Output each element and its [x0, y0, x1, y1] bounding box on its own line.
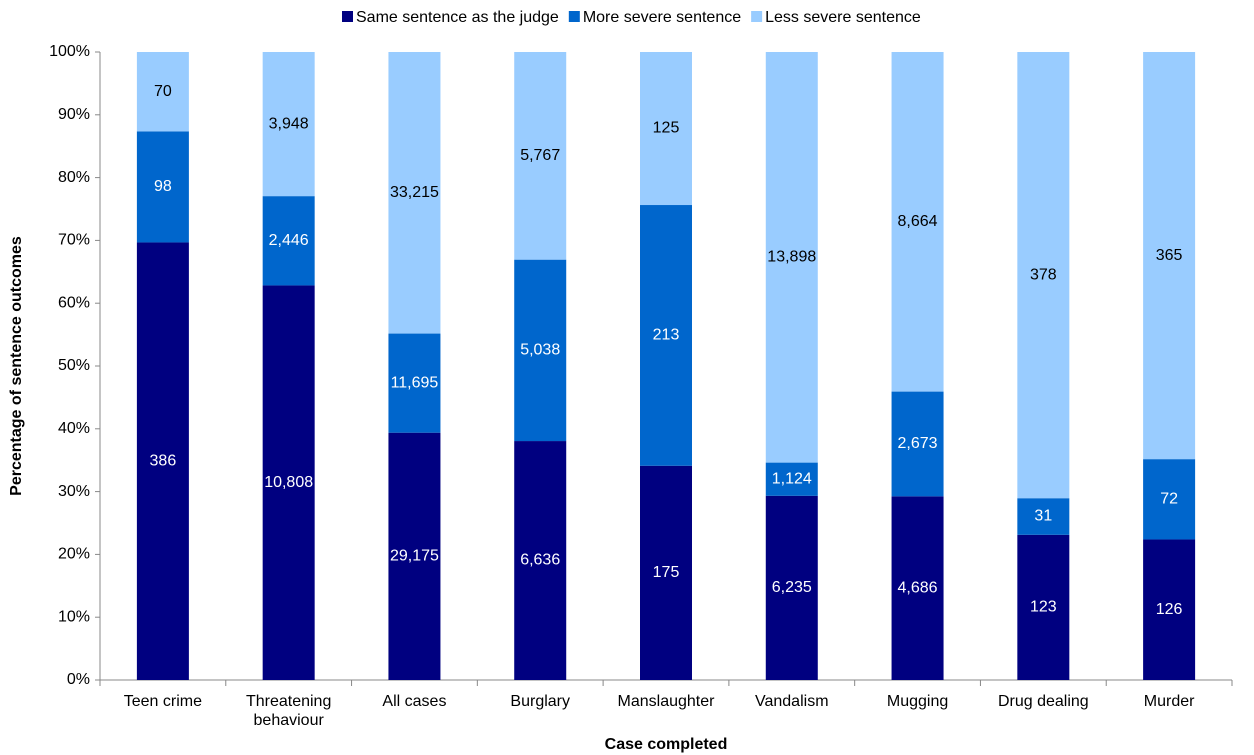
y-tick-label: 70%	[58, 232, 90, 249]
data-label: 10,808	[264, 474, 313, 491]
y-tick-label: 100%	[49, 43, 90, 60]
data-label: 213	[653, 327, 680, 344]
y-tick-label: 80%	[58, 169, 90, 186]
data-label: 6,636	[520, 552, 560, 569]
y-axis-title: Percentage of sentence outcomes	[8, 236, 25, 496]
bar-segment	[136, 131, 189, 243]
y-tick-label: 40%	[58, 420, 90, 437]
y-tick-label: 50%	[58, 357, 90, 374]
bar-segment	[136, 242, 189, 680]
x-tick-label: Threatening behaviour	[245, 693, 332, 729]
bar-segment	[136, 52, 189, 132]
bar-segment	[765, 52, 818, 463]
bar-segment	[891, 496, 944, 680]
data-label: 5,038	[520, 342, 560, 359]
bar-segment	[388, 432, 441, 680]
bar-segment	[640, 205, 692, 466]
data-label: 123	[1030, 599, 1057, 616]
bar-segment	[1017, 534, 1070, 680]
legend-label: More severe sentence	[583, 9, 741, 26]
bar-segment	[640, 465, 692, 680]
x-tick-label: Murder	[1143, 693, 1195, 710]
x-tick-label: Manslaughter	[617, 693, 715, 710]
legend-swatch	[568, 11, 580, 22]
data-label: 98	[154, 178, 172, 195]
data-label: 13,898	[767, 249, 816, 266]
data-label: 2,673	[898, 435, 938, 452]
data-label: 1,124	[772, 470, 812, 487]
x-tick-label: Burglary	[510, 693, 570, 710]
data-label: 378	[1030, 266, 1057, 283]
data-label: 3,948	[269, 115, 309, 132]
legend-label: Same sentence as the judge	[356, 9, 559, 26]
data-label: 5,767	[520, 147, 560, 164]
bar-segment	[891, 52, 944, 392]
data-label: 33,215	[390, 184, 439, 201]
y-tick-label: 20%	[58, 546, 90, 563]
bar-segment	[388, 52, 441, 334]
bar-segment	[1017, 498, 1070, 535]
data-label: 31	[1034, 508, 1052, 525]
x-tick-label: Vandalism	[755, 693, 829, 710]
data-label: 11,695	[391, 374, 439, 391]
data-label: 175	[653, 564, 680, 581]
y-tick-label: 90%	[58, 106, 90, 123]
x-axis-title: Case completed	[605, 736, 728, 753]
bar-segment	[765, 462, 818, 496]
legend-swatch	[342, 11, 353, 22]
data-label: 72	[1160, 491, 1178, 508]
data-label: 126	[1156, 601, 1183, 618]
bar-segment	[640, 52, 692, 206]
legend-label: Less severe sentence	[765, 9, 921, 26]
legend-swatch	[751, 11, 763, 22]
data-label: 6,235	[772, 579, 812, 596]
bar-segment	[388, 333, 441, 433]
data-label: 2,446	[269, 232, 309, 249]
x-tick-label: Teen crime	[123, 693, 202, 710]
data-label: 125	[653, 120, 680, 137]
bar-segment	[514, 441, 567, 680]
x-tick-label: Drug dealing	[997, 693, 1089, 710]
x-tick-label: Mugging	[886, 693, 949, 710]
bar-segment	[1143, 52, 1196, 460]
bar-segment	[262, 196, 315, 286]
bar-segment	[262, 52, 315, 197]
bar-segment	[514, 52, 567, 260]
bar-segment	[1143, 539, 1196, 680]
bar-segment	[1017, 52, 1070, 499]
bar-segment	[891, 391, 944, 497]
bar-segment	[1143, 459, 1196, 540]
data-label: 365	[1156, 247, 1183, 264]
data-label: 70	[154, 83, 172, 100]
y-tick-label: 60%	[58, 294, 90, 311]
bar-segment	[765, 495, 818, 680]
bar-segment	[514, 259, 567, 442]
x-tick-label: All cases	[382, 693, 447, 710]
y-tick-label: 10%	[58, 608, 90, 625]
y-tick-label: 0%	[67, 671, 90, 688]
data-label: 4,686	[898, 579, 938, 596]
data-label: 8,664	[898, 213, 938, 230]
data-label: 29,175	[390, 548, 439, 565]
data-label: 386	[150, 452, 177, 469]
y-tick-label: 30%	[58, 483, 90, 500]
bar-segment	[262, 285, 315, 680]
